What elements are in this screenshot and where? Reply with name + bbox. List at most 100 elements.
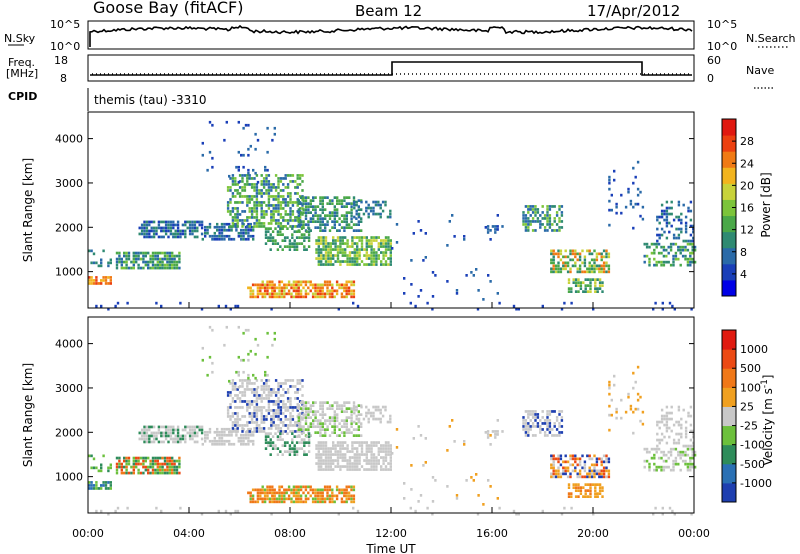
echo-cell bbox=[277, 430, 280, 433]
echo-cell bbox=[278, 286, 281, 290]
echo-cell bbox=[389, 254, 392, 257]
echo-cell bbox=[154, 456, 157, 460]
echo-cell bbox=[656, 233, 659, 237]
echo-cell bbox=[331, 289, 334, 293]
echo-cell bbox=[267, 409, 271, 412]
echo-cell bbox=[324, 459, 328, 462]
echo-cell bbox=[246, 382, 249, 385]
echo-cell bbox=[166, 456, 169, 460]
echo-cell bbox=[367, 411, 370, 415]
echo-cell bbox=[584, 492, 587, 495]
nsearch-label: N.Search bbox=[746, 32, 796, 45]
echo-cell bbox=[684, 459, 687, 463]
echo-cell bbox=[291, 213, 295, 216]
echo-cell bbox=[270, 388, 273, 391]
echo-cell bbox=[522, 419, 525, 422]
echo-cell bbox=[244, 328, 248, 332]
echo-cell bbox=[560, 425, 564, 428]
echo-cell bbox=[594, 284, 597, 287]
echo-cell bbox=[352, 289, 356, 293]
echo-cell bbox=[343, 419, 346, 422]
echo-cell bbox=[527, 229, 530, 232]
echo-cell bbox=[303, 453, 306, 456]
echo-cell bbox=[477, 289, 480, 292]
echo-cell bbox=[571, 249, 575, 253]
echo-cell bbox=[154, 266, 157, 270]
echo-cell bbox=[365, 453, 368, 456]
echo-cell bbox=[229, 210, 232, 213]
echo-cell bbox=[315, 462, 318, 465]
echo-cell bbox=[326, 280, 329, 284]
echo-cell bbox=[596, 483, 599, 486]
echo-cell bbox=[353, 459, 356, 462]
echo-cell bbox=[139, 462, 143, 466]
echo-cell bbox=[558, 208, 561, 211]
echo-cell bbox=[496, 430, 499, 433]
echo-cell bbox=[155, 434, 158, 438]
echo-cell bbox=[358, 441, 361, 444]
echo-cell bbox=[665, 224, 669, 228]
echo-cell bbox=[333, 422, 336, 425]
echo-cell bbox=[577, 483, 580, 486]
echo-cell bbox=[584, 278, 587, 281]
echo-cell bbox=[668, 221, 671, 225]
echo-cell bbox=[270, 512, 273, 516]
echo-cell bbox=[353, 206, 356, 210]
echo-cell bbox=[231, 177, 235, 180]
echo-cell bbox=[684, 435, 688, 439]
echo-cell bbox=[577, 281, 580, 284]
echo-cell bbox=[375, 468, 378, 471]
echo-cell bbox=[639, 419, 642, 423]
echo-cell bbox=[283, 295, 286, 299]
echo-cell bbox=[320, 465, 323, 468]
echo-cell bbox=[118, 257, 121, 261]
echo-cell bbox=[218, 439, 221, 443]
echo-cell bbox=[107, 276, 110, 279]
echo-cell bbox=[164, 428, 168, 432]
echo-cell bbox=[350, 292, 353, 296]
echo-cell bbox=[380, 456, 383, 459]
echo-cell bbox=[551, 410, 554, 413]
echo-cell bbox=[384, 251, 388, 254]
echo-cell bbox=[155, 232, 158, 236]
echo-cell bbox=[345, 205, 348, 208]
echo-cell bbox=[307, 497, 310, 501]
echo-cell bbox=[286, 186, 290, 189]
echo-cell bbox=[546, 419, 549, 422]
echo-cell bbox=[301, 213, 304, 216]
echo-cell bbox=[340, 205, 344, 208]
echo-cell bbox=[387, 248, 390, 251]
echo-cell bbox=[691, 462, 694, 466]
echo-cell bbox=[174, 232, 177, 236]
echo-cell bbox=[382, 456, 385, 459]
echo-cell bbox=[381, 414, 385, 418]
echo-cell bbox=[231, 427, 235, 430]
echo-cell bbox=[261, 280, 264, 284]
echo-cell bbox=[249, 295, 252, 299]
echo-cell bbox=[267, 204, 271, 207]
echo-cell bbox=[255, 391, 259, 394]
echo-cell bbox=[100, 484, 103, 487]
echo-cell bbox=[143, 226, 146, 230]
echo-cell bbox=[250, 198, 254, 201]
echo-cell bbox=[367, 206, 370, 210]
echo-cell bbox=[660, 233, 664, 237]
echo-cell bbox=[389, 459, 392, 462]
echo-cell bbox=[250, 421, 254, 424]
echo-cell bbox=[291, 409, 295, 412]
echo-cell bbox=[286, 379, 290, 382]
echo-cell bbox=[272, 409, 275, 412]
echo-cell bbox=[163, 257, 167, 261]
echo-cell bbox=[168, 468, 171, 472]
echo-cell bbox=[167, 440, 170, 444]
echo-cell bbox=[243, 189, 247, 192]
echo-cell bbox=[332, 462, 335, 465]
echo-cell bbox=[160, 431, 163, 435]
echo-cell bbox=[260, 427, 263, 430]
echo-cell bbox=[489, 443, 492, 446]
echo-cell bbox=[301, 379, 304, 382]
echo-cell bbox=[592, 512, 595, 516]
echo-cell bbox=[353, 408, 356, 412]
echo-cell bbox=[135, 462, 138, 466]
colorbar-swatch bbox=[722, 247, 736, 265]
